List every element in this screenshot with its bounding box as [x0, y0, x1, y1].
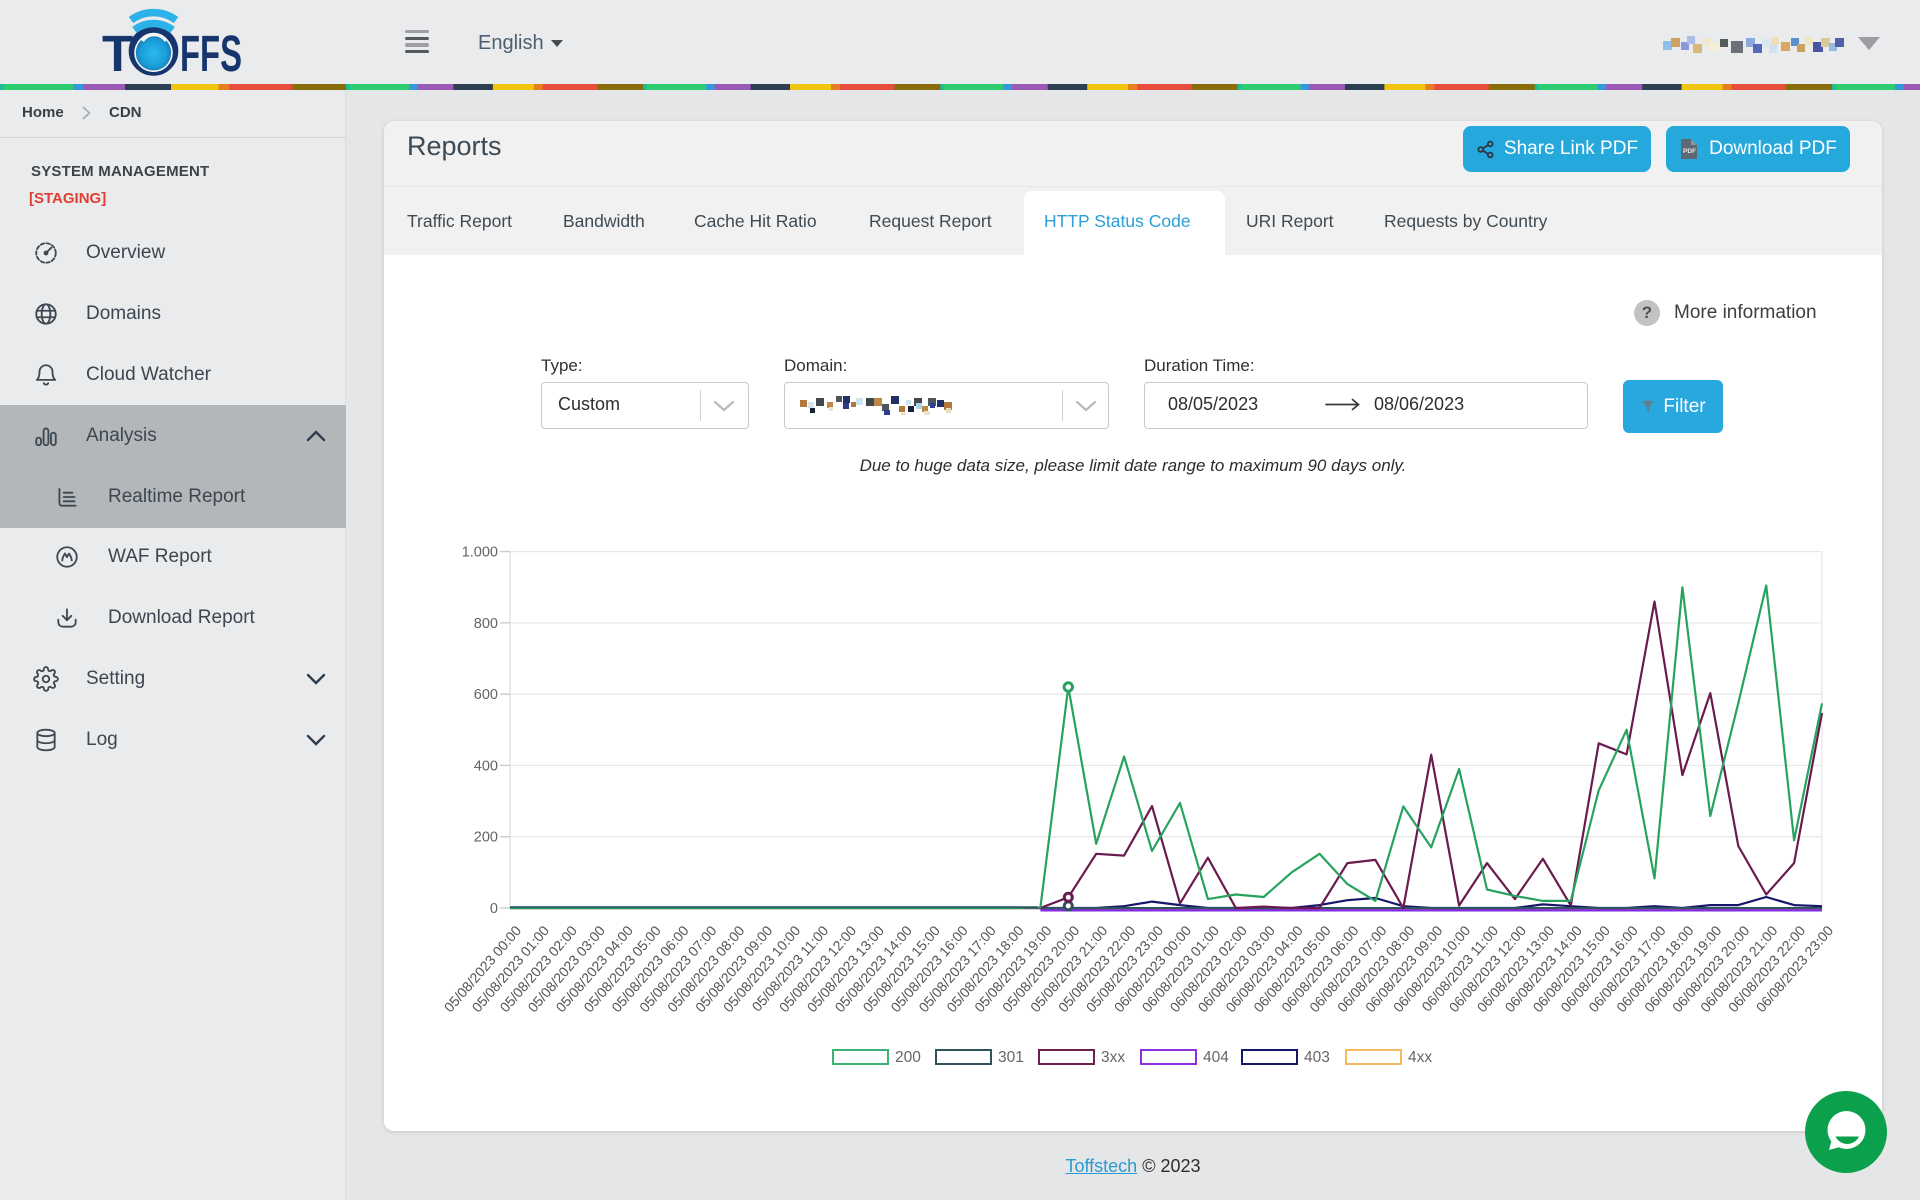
svg-text:600: 600 [474, 687, 498, 703]
svg-text:200: 200 [474, 830, 498, 846]
svg-text:FFS: FFS [180, 25, 242, 80]
svg-text:1.000: 1.000 [462, 545, 498, 561]
svg-text:800: 800 [474, 616, 498, 632]
svg-text:PDF: PDF [1683, 148, 1696, 155]
svg-text:T: T [102, 25, 133, 80]
svg-text:0: 0 [490, 901, 498, 917]
svg-text:400: 400 [474, 758, 498, 774]
